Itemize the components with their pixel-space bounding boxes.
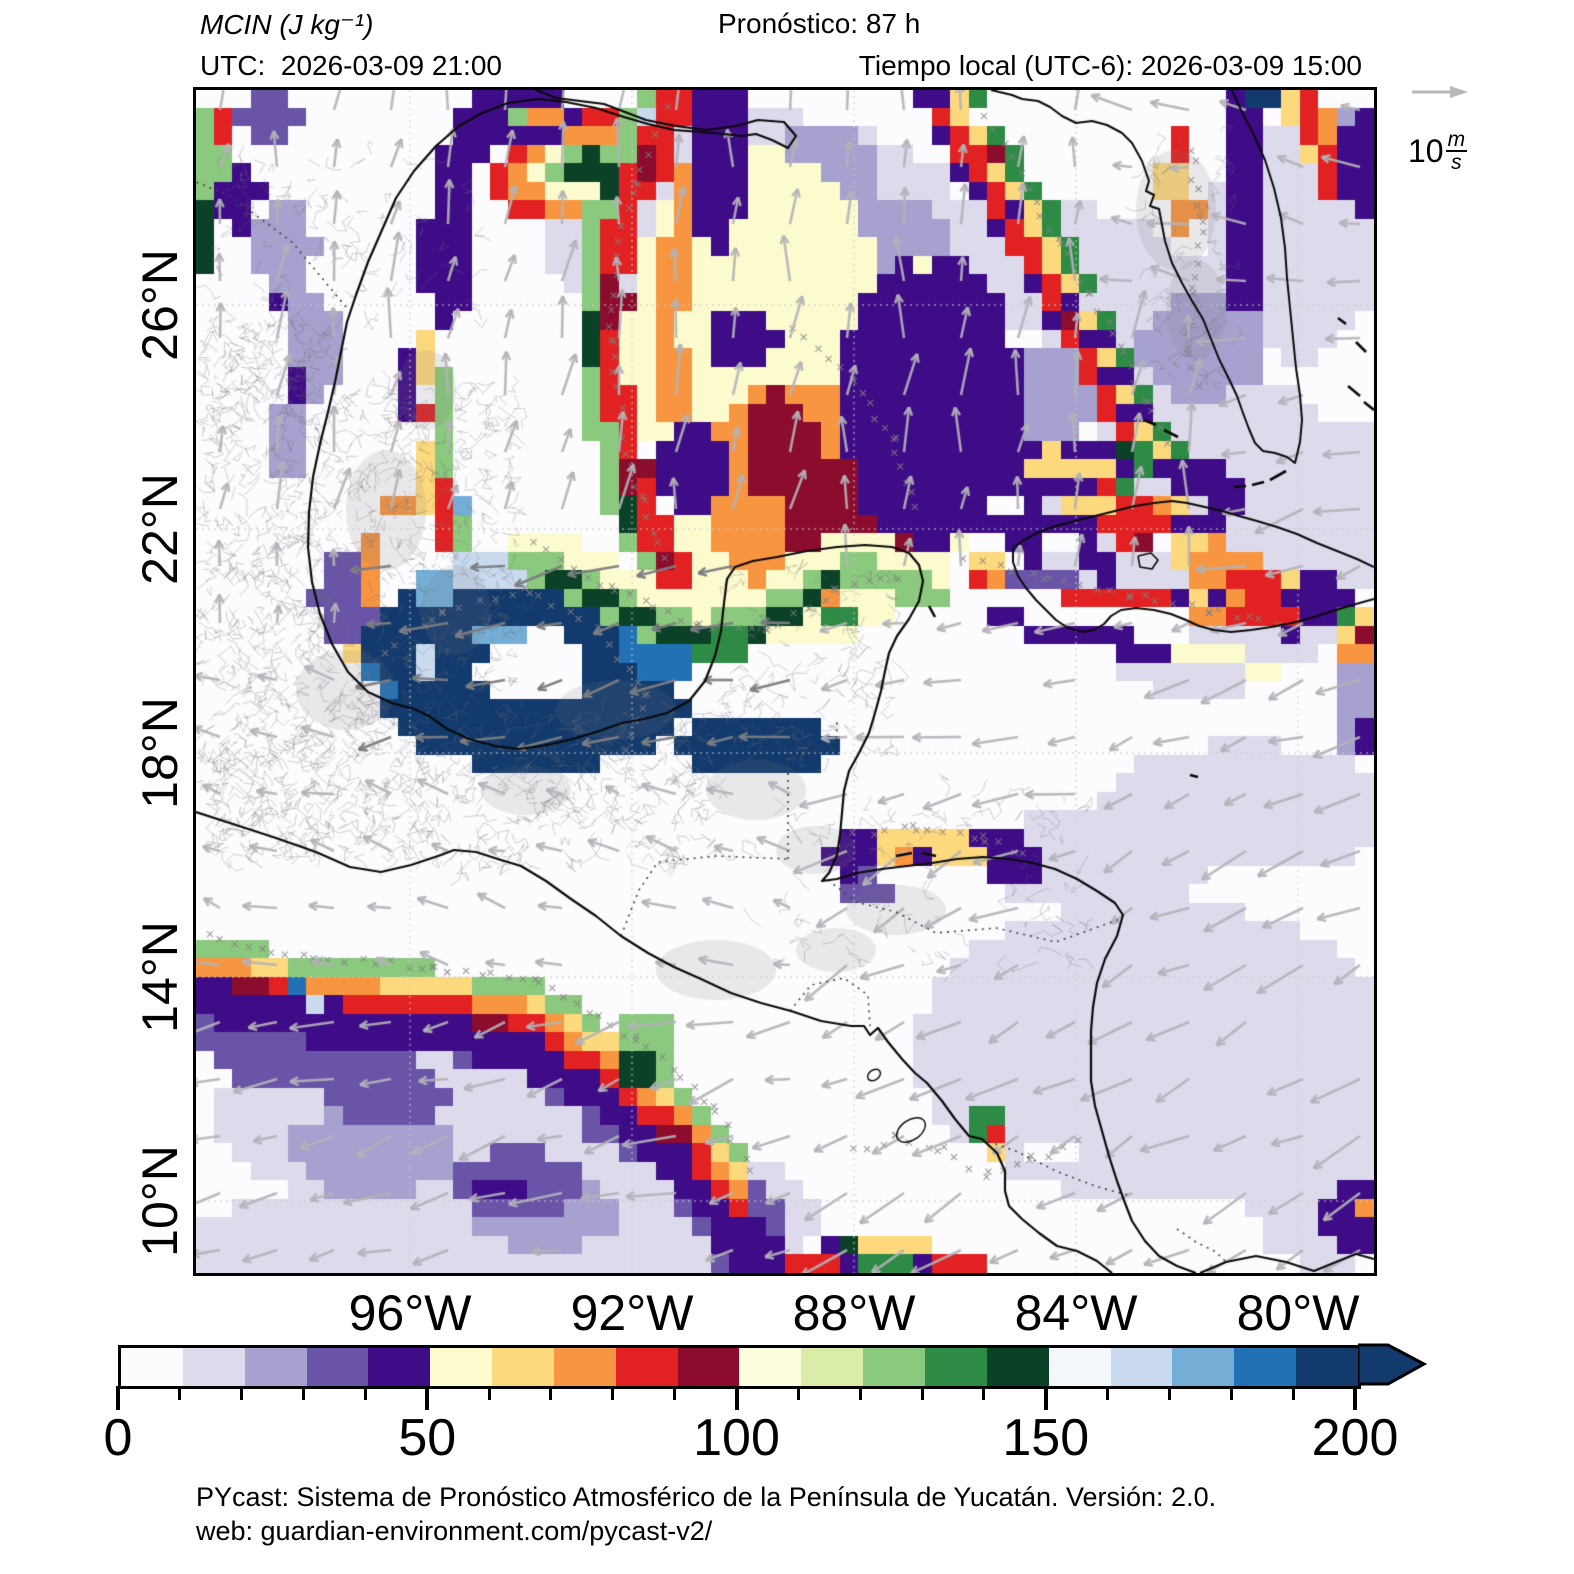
colorbar-segment (924, 1348, 987, 1386)
colorbar-segment (306, 1348, 369, 1386)
colorbar-segment (430, 1348, 493, 1386)
colorbar-tick (302, 1386, 306, 1400)
utc-time-label: UTC: 2026-03-09 21:00 (200, 50, 502, 81)
lat-tick-label: 18°N (132, 697, 188, 809)
wind-reference-unit-num: m (1445, 128, 1468, 152)
chart-title: MCIN (J kg⁻¹) (200, 9, 374, 40)
colorbar-tick-label: 100 (693, 1409, 780, 1467)
colorbar-tick (734, 1386, 739, 1410)
colorbar-segment (244, 1348, 307, 1386)
forecast-hour-label: Pronóstico: 87 h (718, 8, 921, 39)
map-canvas (196, 90, 1374, 1273)
colorbar-segment (1110, 1348, 1173, 1386)
colorbar-extend-arrow (1358, 1343, 1428, 1386)
colorbar-tick-label: 0 (103, 1409, 133, 1467)
colorbar-segment (492, 1348, 554, 1386)
colorbar-tick (611, 1386, 615, 1400)
footer-line1: PYcast: Sistema de Pronóstico Atmosféric… (196, 1482, 1217, 1512)
colorbar-tick (1291, 1386, 1295, 1400)
lat-tick-label: 14°N (132, 921, 188, 1033)
colorbar-segment (615, 1348, 678, 1386)
colorbar-tick (549, 1386, 553, 1400)
colorbar-tick (425, 1386, 430, 1410)
colorbar-tick (116, 1386, 120, 1410)
colorbar-tick (1353, 1386, 1357, 1410)
colorbar-tick (796, 1386, 800, 1400)
colorbar-tick (1167, 1386, 1171, 1400)
colorbar-tick-label: 50 (398, 1409, 457, 1467)
lon-tick-label: 88°W (792, 1285, 916, 1341)
lat-tick-label: 10°N (132, 1145, 188, 1257)
colorbar-segment (182, 1348, 245, 1386)
colorbar-segment (1172, 1348, 1235, 1386)
colorbar-body (118, 1345, 1361, 1389)
wind-reference-unit-den: s (1451, 151, 1462, 174)
lon-tick-label: 80°W (1236, 1285, 1360, 1341)
colorbar-tick (1229, 1386, 1233, 1400)
colorbar-tick (178, 1386, 182, 1400)
colorbar-segment (368, 1348, 431, 1386)
wind-reference-legend: 10 m s (1404, 82, 1474, 173)
colorbar-segment (986, 1348, 1049, 1386)
map-panel (193, 87, 1377, 1276)
colorbar-segment (553, 1348, 616, 1386)
wind-reference-arrow-icon (1412, 86, 1468, 98)
local-time-label: Tiempo local (UTC-6): 2026-03-09 15:00 (858, 50, 1362, 81)
colorbar-segment (677, 1348, 740, 1386)
colorbar-tick (1106, 1386, 1110, 1400)
colorbar-tick (240, 1386, 244, 1400)
wind-reference-value: 10 (1408, 132, 1444, 169)
colorbar-tick (487, 1386, 491, 1400)
colorbar-segment (1234, 1348, 1297, 1386)
lon-tick-label: 84°W (1014, 1285, 1138, 1341)
colorbar-tick (982, 1386, 986, 1400)
lon-tick-label: 96°W (348, 1285, 472, 1341)
colorbar-tick (1043, 1386, 1048, 1410)
colorbar-segment (739, 1348, 802, 1386)
colorbar-segment (1296, 1348, 1358, 1386)
lat-tick-label: 22°N (132, 473, 188, 585)
colorbar-segment (863, 1348, 925, 1386)
colorbar-tick (363, 1386, 367, 1400)
footer-line2: web: guardian-environment.com/pycast-v2/ (196, 1516, 713, 1546)
lat-tick-label: 26°N (132, 249, 188, 361)
colorbar-tick (673, 1386, 677, 1400)
colorbar-tick-label: 150 (1002, 1409, 1090, 1467)
colorbar-segment (801, 1348, 864, 1386)
colorbar-tick (920, 1386, 924, 1400)
colorbar-segment (1048, 1348, 1111, 1386)
lon-tick-label: 92°W (570, 1285, 694, 1341)
colorbar-tick (858, 1386, 862, 1400)
colorbar-segment (121, 1348, 183, 1386)
colorbar-tick-label: 200 (1311, 1409, 1399, 1467)
